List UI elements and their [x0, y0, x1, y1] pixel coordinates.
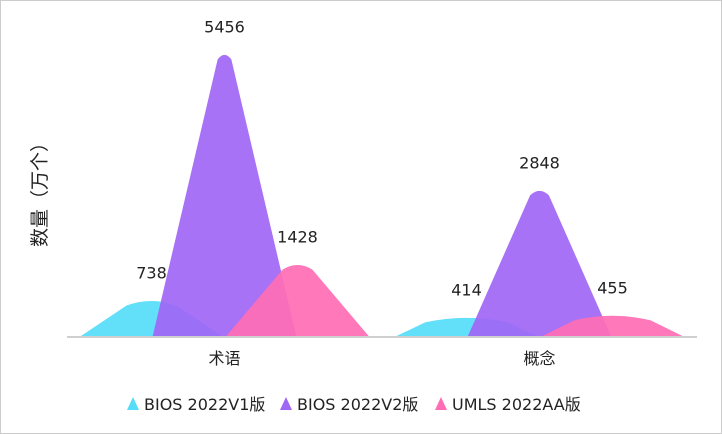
bar-peak-series1-1[interactable] — [467, 190, 612, 337]
bar-peak-series2-0[interactable] — [225, 265, 370, 337]
x-tick-label: 术语 — [208, 349, 240, 368]
triangle-icon — [280, 397, 292, 410]
legend-label: BIOS 2022V2版 — [297, 395, 418, 414]
data-label: 455 — [597, 278, 628, 297]
legend-item[interactable]: BIOS 2022V1版 — [127, 395, 265, 414]
legend-label: BIOS 2022V1版 — [144, 395, 265, 414]
data-label: 5456 — [204, 17, 245, 36]
bar-peak-series1-0[interactable] — [152, 54, 297, 338]
legend-label: UMLS 2022AA版 — [452, 395, 581, 414]
x-tick-label: 概念 — [523, 349, 555, 368]
triangle-icon — [127, 397, 139, 410]
data-label: 738 — [136, 264, 167, 283]
legend-item[interactable]: UMLS 2022AA版 — [435, 395, 581, 414]
y-axis-label: 数量（万个） — [29, 133, 51, 247]
data-label: 414 — [451, 280, 482, 299]
bar-peak-series2-1[interactable] — [540, 315, 685, 337]
triangle-icon — [435, 397, 447, 410]
data-label: 1428 — [277, 228, 318, 247]
legend-item[interactable]: BIOS 2022V2版 — [280, 395, 418, 414]
data-label: 2848 — [519, 153, 560, 172]
